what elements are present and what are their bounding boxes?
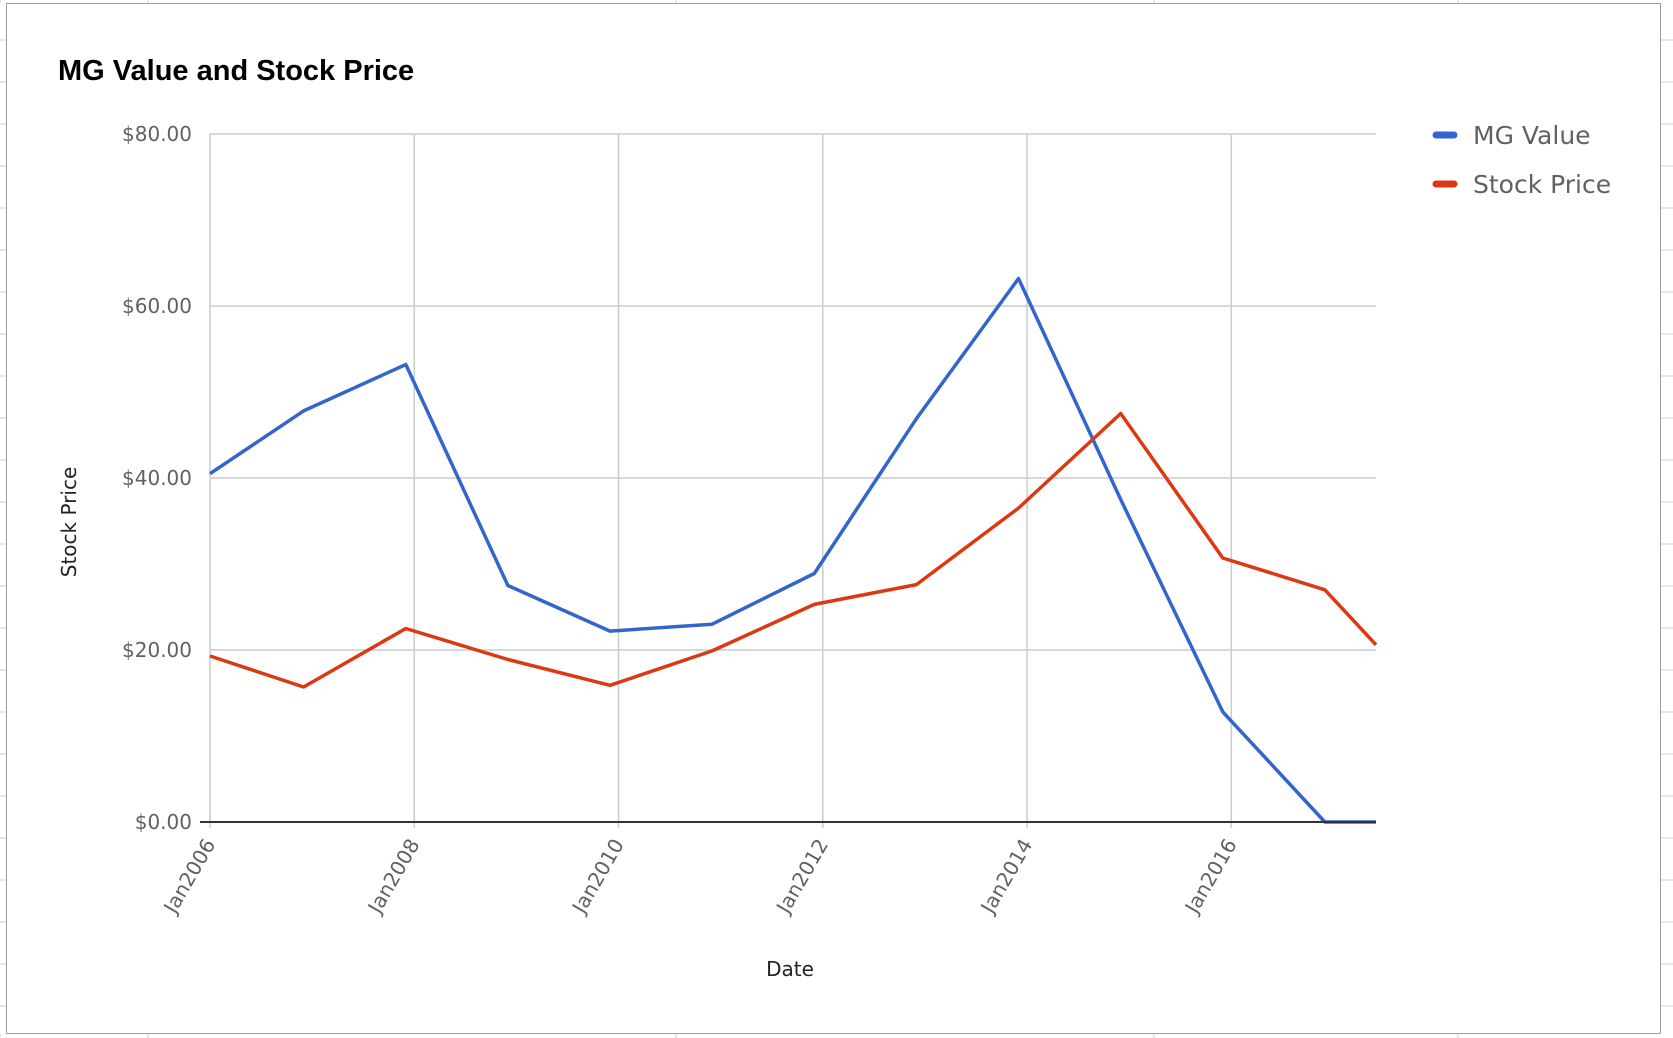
x-axis-title: Date (766, 957, 814, 981)
x-tick-label: Jan2006 (158, 835, 221, 920)
x-tick-label: Jan2012 (770, 835, 833, 920)
y-tick-label: $20.00 (122, 638, 192, 662)
y-tick-label: $40.00 (122, 466, 192, 490)
y-axis-ticks: $0.00 $20.00 $40.00 $60.00 $80.00 (122, 122, 192, 834)
y-axis-title: Stock Price (57, 467, 81, 578)
y-tick-label: $60.00 (122, 294, 192, 318)
chart-container[interactable] (6, 3, 1661, 1034)
series-line-mg-value[interactable] (209, 276, 1376, 824)
series-line-stock-price[interactable] (209, 411, 1378, 689)
gridlines (209, 133, 1376, 828)
x-tick-label: Jan2014 (975, 835, 1038, 920)
y-tick-label: $80.00 (122, 122, 192, 146)
series-lines (209, 276, 1378, 824)
x-tick-label: Jan2008 (362, 835, 425, 920)
chart-title: MG Value and Stock Price (58, 55, 414, 87)
y-tick-label: $0.00 (135, 810, 192, 834)
x-axis-ticks: Jan2006 Jan2008 Jan2010 Jan2012 Jan2014 Jan20… (158, 835, 1242, 920)
legend-label: MG Value (1473, 121, 1591, 150)
legend[interactable]: MG Value Stock Price (1432, 121, 1611, 199)
x-tick-label: Jan2010 (566, 835, 629, 920)
x-tick-label: Jan2016 (1179, 835, 1242, 920)
legend-label: Stock Price (1473, 170, 1611, 199)
